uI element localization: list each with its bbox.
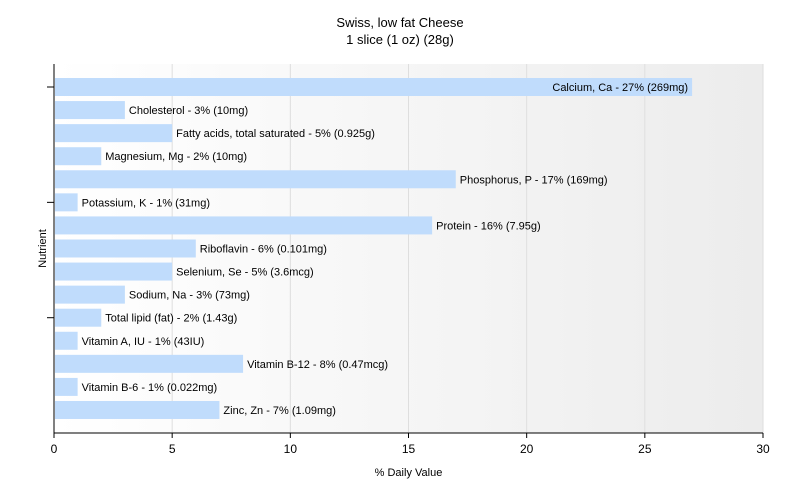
bar-label: Fatty acids, total saturated - 5% (0.925… xyxy=(176,128,375,140)
bar xyxy=(55,285,125,304)
bars xyxy=(55,78,693,419)
x-tick-label: 5 xyxy=(169,442,176,456)
bar-label: Protein - 16% (7.95g) xyxy=(436,220,541,232)
bar xyxy=(55,216,433,235)
bar xyxy=(55,124,173,143)
bar-label: Cholesterol - 3% (10mg) xyxy=(129,105,248,117)
bar xyxy=(55,147,102,166)
bar-label: Potassium, K - 1% (31mg) xyxy=(82,197,210,209)
y-axis-title: Nutrient xyxy=(37,229,49,268)
bar-label: Phosphorus, P - 17% (169mg) xyxy=(460,174,608,186)
bar-label: Zinc, Zn - 7% (1.09mg) xyxy=(223,405,335,417)
bar-label: Selenium, Se - 5% (3.6mcg) xyxy=(176,267,314,279)
bar-label: Vitamin A, IU - 1% (43IU) xyxy=(82,336,205,348)
y-ticks xyxy=(47,86,54,319)
x-tick-label: 0 xyxy=(51,442,58,456)
x-tick-label: 25 xyxy=(638,442,652,456)
bar-label: Calcium, Ca - 27% (269mg) xyxy=(552,82,688,94)
bar xyxy=(55,239,196,258)
chart-title: Swiss, low fat Cheese xyxy=(336,15,463,30)
x-tick-label: 15 xyxy=(402,442,416,456)
bar-label: Vitamin B-6 - 1% (0.022mg) xyxy=(82,382,218,394)
x-ticks: 0 5 10 15 20 25 30 xyxy=(51,433,770,456)
bar xyxy=(55,400,220,419)
bar-label: Sodium, Na - 3% (73mg) xyxy=(129,290,250,302)
bar-label: Magnesium, Mg - 2% (10mg) xyxy=(105,151,247,163)
bar xyxy=(55,377,78,396)
bar xyxy=(55,354,244,373)
chart-subtitle: 1 slice (1 oz) (28g) xyxy=(346,32,454,47)
x-tick-label: 30 xyxy=(756,442,770,456)
bar xyxy=(55,101,125,120)
bar xyxy=(55,308,102,327)
bar xyxy=(55,193,78,212)
bar xyxy=(55,170,456,189)
bar xyxy=(55,78,693,96)
bar-labels: Calcium, Ca - 27% (269mg) Cholesterol - 3… xyxy=(82,82,688,417)
x-axis-title: % Daily Value xyxy=(375,467,443,479)
x-tick-label: 20 xyxy=(520,442,534,456)
x-tick-label: 10 xyxy=(284,442,298,456)
bar xyxy=(55,262,173,281)
bar-label: Total lipid (fat) - 2% (1.43g) xyxy=(105,313,237,325)
bar xyxy=(55,331,78,350)
bar-label: Riboflavin - 6% (0.101mg) xyxy=(200,243,327,255)
bar-label: Vitamin B-12 - 8% (0.47mcg) xyxy=(247,359,388,371)
